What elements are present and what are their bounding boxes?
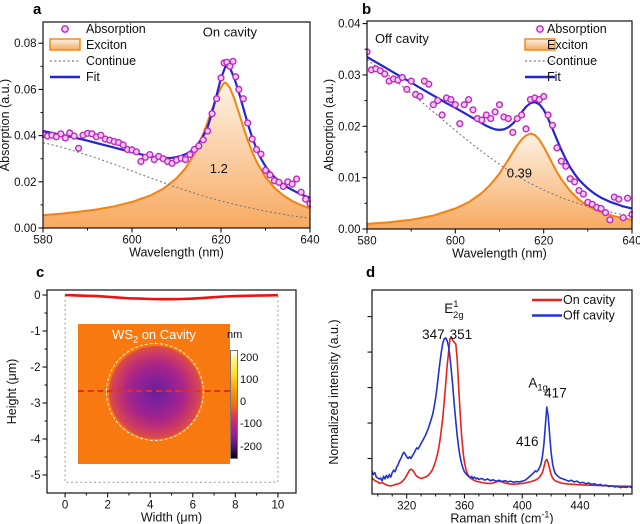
svg-text:4: 4 xyxy=(147,500,154,512)
svg-text:0: 0 xyxy=(62,500,68,512)
svg-text:Continue: Continue xyxy=(547,54,597,68)
svg-text:400: 400 xyxy=(513,501,532,513)
inset-title-prefix: WS xyxy=(112,327,134,342)
svg-text:Fit: Fit xyxy=(547,70,561,84)
svg-text:0.04: 0.04 xyxy=(14,131,37,143)
svg-text:320: 320 xyxy=(397,501,416,513)
svg-text:Continue: Continue xyxy=(86,54,136,68)
svg-text:0.06: 0.06 xyxy=(14,84,36,96)
svg-text:Exciton: Exciton xyxy=(547,38,588,52)
svg-text:8: 8 xyxy=(232,500,238,512)
colorbar xyxy=(230,350,238,459)
svg-text:347: 347 xyxy=(422,327,445,342)
svg-text:417: 417 xyxy=(544,385,567,400)
svg-text:Wavelength (nm): Wavelength (nm) xyxy=(452,247,547,261)
colorbar-tick-200: 200 xyxy=(240,352,259,364)
svg-text:Normalized intensity (a.u.): Normalized intensity (a.u.) xyxy=(327,319,341,464)
svg-text:1.2: 1.2 xyxy=(210,161,228,176)
colorbar-tick-neg200: -200 xyxy=(240,441,263,453)
cavity-dashed-circle xyxy=(106,343,204,441)
svg-text:Wavelength (nm): Wavelength (nm) xyxy=(129,246,224,260)
svg-text:Off cavity: Off cavity xyxy=(563,309,616,323)
svg-text:Fit: Fit xyxy=(86,70,100,84)
svg-text:351: 351 xyxy=(450,327,473,342)
svg-text:Absorption (a.u.): Absorption (a.u.) xyxy=(0,79,12,171)
colorbar-unit-label: nm xyxy=(227,329,243,341)
svg-text:640: 640 xyxy=(300,235,319,247)
svg-text:6: 6 xyxy=(190,500,196,512)
svg-text:0.00: 0.00 xyxy=(338,224,360,236)
svg-text:600: 600 xyxy=(122,235,141,247)
svg-text:0.02: 0.02 xyxy=(14,177,36,189)
inset-title-suffix: on Cavity xyxy=(138,327,196,342)
svg-text:0.39: 0.39 xyxy=(507,166,532,181)
svg-text:Height (μm): Height (μm) xyxy=(5,359,19,425)
scan-line xyxy=(78,390,230,392)
colorbar-tick-100: 100 xyxy=(240,374,259,386)
svg-text:-2: -2 xyxy=(30,362,40,374)
svg-text:Off cavity: Off cavity xyxy=(375,31,429,46)
svg-text:A1g: A1g xyxy=(528,376,548,394)
panel-b-absorption-off-cavity-chart: 580 600 620 640 0.00 0.01 0.02 0.03 0.04 Waveleng… xyxy=(322,19,640,261)
inset-title-sub: 2 xyxy=(133,334,139,345)
svg-text:-5: -5 xyxy=(30,470,40,482)
svg-text:Absorption (a.u.): Absorption (a.u.) xyxy=(322,79,336,171)
svg-text:Exciton: Exciton xyxy=(86,38,127,52)
svg-text:10: 10 xyxy=(272,500,285,512)
svg-text:0.02: 0.02 xyxy=(338,121,360,133)
svg-text:640: 640 xyxy=(622,236,640,248)
svg-text:0.08: 0.08 xyxy=(14,38,36,50)
svg-text:Raman shift (cm-1): Raman shift (cm-1) xyxy=(450,510,553,524)
svg-text:0.00: 0.00 xyxy=(14,223,36,235)
svg-text:600: 600 xyxy=(446,236,465,248)
svg-text:580: 580 xyxy=(33,235,52,247)
svg-text:-3: -3 xyxy=(30,398,40,410)
svg-text:0.03: 0.03 xyxy=(338,70,360,82)
svg-text:Width (μm): Width (μm) xyxy=(141,511,202,524)
svg-text:0.04: 0.04 xyxy=(338,19,361,31)
svg-text:On cavity: On cavity xyxy=(563,293,616,307)
svg-text:Absorption: Absorption xyxy=(86,22,146,36)
svg-text:On cavity: On cavity xyxy=(203,24,258,39)
svg-text:620: 620 xyxy=(211,235,230,247)
panel-b-letter: b xyxy=(362,1,372,18)
afm-heatmap-inset: WS2 on Cavity xyxy=(78,324,230,464)
svg-text:Absorption: Absorption xyxy=(547,22,607,36)
svg-text:440: 440 xyxy=(570,501,589,513)
panel-a-letter: a xyxy=(33,1,42,18)
inset-title: WS2 on Cavity xyxy=(78,327,230,345)
svg-text:580: 580 xyxy=(357,236,376,248)
panel-a-absorption-on-cavity-chart: 580 600 620 640 0.00 0.02 0.04 0.06 0.08 Waveleng… xyxy=(0,21,320,260)
svg-text:0.01: 0.01 xyxy=(338,173,360,185)
svg-text:360: 360 xyxy=(455,501,474,513)
svg-text:2: 2 xyxy=(104,500,110,512)
colorbar-tick-neg100: -100 xyxy=(240,418,263,430)
panel-c-letter: c xyxy=(36,264,45,281)
svg-text:0: 0 xyxy=(34,290,40,302)
svg-text:-1: -1 xyxy=(30,326,40,338)
colorbar-tick-0: 0 xyxy=(240,396,247,408)
svg-text:620: 620 xyxy=(534,236,553,248)
panel-d-letter: d xyxy=(366,264,376,281)
svg-text:416: 416 xyxy=(516,434,539,449)
svg-text:-4: -4 xyxy=(30,434,41,446)
panel-d-raman-chart: 320 360 400 440 Raman shift (cm-1) Normalized… xyxy=(327,289,633,524)
